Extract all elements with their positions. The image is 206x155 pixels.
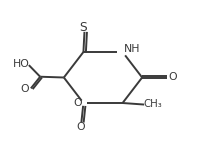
Text: S: S — [80, 21, 87, 34]
Text: HO: HO — [13, 59, 29, 69]
Text: O: O — [169, 73, 177, 82]
Text: O: O — [76, 122, 85, 132]
Text: CH₃: CH₃ — [143, 99, 162, 109]
Text: O: O — [20, 84, 29, 94]
Text: NH: NH — [124, 44, 141, 54]
Text: O: O — [73, 97, 82, 108]
